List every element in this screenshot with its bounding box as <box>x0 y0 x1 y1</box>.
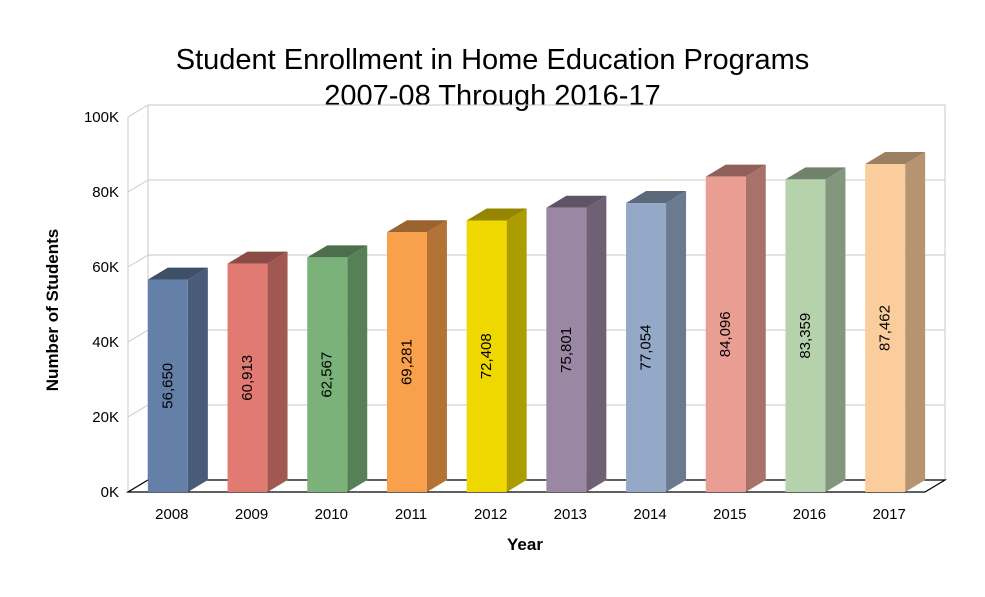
bar: 75,801 <box>546 195 607 492</box>
y-tick-label: 0K <box>101 484 119 501</box>
bar-side <box>426 220 447 493</box>
gridline-side <box>127 104 149 118</box>
x-tick-label: 2010 <box>315 506 348 523</box>
data-label: 87,462 <box>877 305 894 351</box>
x-tick-label: 2013 <box>554 506 587 523</box>
data-label: 84,096 <box>717 311 734 357</box>
bar-top <box>865 152 926 165</box>
bar-front <box>705 176 746 492</box>
bar: 69,281 <box>386 220 447 493</box>
bar-side <box>506 208 527 492</box>
bar-side <box>267 251 288 492</box>
bar-side <box>586 195 607 492</box>
x-tick-label: 2017 <box>872 506 905 523</box>
bar-top <box>705 164 766 177</box>
x-tick-label: 2009 <box>235 506 268 523</box>
bar-side <box>905 152 926 492</box>
bar-top <box>307 245 368 258</box>
bar-top <box>147 267 208 280</box>
bar-side <box>187 267 208 492</box>
data-label: 62,567 <box>319 352 336 398</box>
x-tick-label: 2012 <box>474 506 507 523</box>
bar-side <box>666 191 687 493</box>
y-tick-label: 60K <box>92 259 119 276</box>
bar-top <box>785 167 846 180</box>
gridline-side <box>127 254 149 268</box>
data-label: 83,359 <box>797 313 814 359</box>
bar-top <box>386 220 447 233</box>
y-tick-label: 80K <box>92 184 119 201</box>
bar: 87,462 <box>865 152 926 492</box>
data-label: 77,054 <box>638 325 655 371</box>
y-tick-label: 100K <box>84 109 119 126</box>
bar-front <box>147 279 188 492</box>
gridline-side <box>127 179 149 193</box>
bar-front <box>386 232 427 493</box>
data-label: 56,650 <box>159 363 176 409</box>
x-tick-label: 2014 <box>633 506 666 523</box>
bar-front <box>307 257 348 492</box>
y-tick-label: 20K <box>92 409 119 426</box>
bar: 56,650 <box>147 267 208 492</box>
data-label: 69,281 <box>398 339 415 385</box>
x-tick-label: 2016 <box>793 506 826 523</box>
data-label: 75,801 <box>558 327 575 373</box>
bar-front <box>626 203 667 493</box>
y-tick-labels: 0K 20K 40K 60K 80K 100K <box>84 109 119 501</box>
bar: 60,913 <box>227 251 288 492</box>
gridline-side <box>127 404 149 418</box>
x-axis-title: Year <box>507 535 543 554</box>
data-label: 60,913 <box>239 355 256 401</box>
bar-front <box>546 207 587 492</box>
bar: 77,054 <box>626 191 687 493</box>
bar-front <box>227 263 268 492</box>
bar: 84,096 <box>705 164 766 492</box>
y-tick-label: 40K <box>92 334 119 351</box>
x-tick-label: 2015 <box>713 506 746 523</box>
bar: 72,408 <box>466 208 527 492</box>
bar-side <box>745 164 766 492</box>
bar-front <box>785 179 826 492</box>
bar: 83,359 <box>785 167 846 492</box>
chart-subtitle: 2007-08 Through 2016-17 <box>324 80 661 112</box>
data-label: 72,408 <box>478 333 495 379</box>
chart-title: Student Enrollment in Home Education Pro… <box>175 44 810 76</box>
x-tick-label: 2008 <box>155 506 188 523</box>
bar-side <box>347 245 368 492</box>
bar-front <box>466 220 507 492</box>
bar-front <box>865 164 906 492</box>
bar-top <box>466 208 527 221</box>
y-axis-title: Number of Students <box>43 229 62 391</box>
gridline-side <box>127 329 149 343</box>
x-tick-labels: 2008 2009 2010 2011 2012 2013 2014 2015 2016 2017 <box>155 506 906 523</box>
bar-top <box>227 251 288 264</box>
x-tick-label: 2011 <box>395 506 427 523</box>
bar: 62,567 <box>307 245 368 492</box>
bar-side <box>825 167 846 492</box>
bar-top <box>626 191 687 204</box>
bars: 56,650 60,913 62,567 69,281 72,408 75,801 77,0… <box>147 152 926 493</box>
bar-top <box>546 195 607 208</box>
